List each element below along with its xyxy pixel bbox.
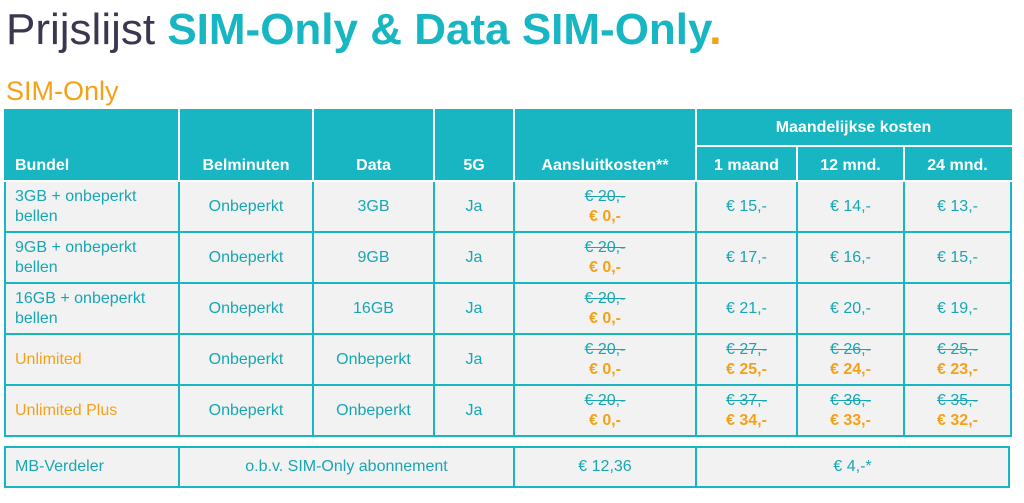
price-1-maand: € 27,- € 25,- [695, 333, 798, 386]
old-price: € 26,- [830, 340, 871, 358]
belminuten-cell: Onbeperkt [178, 282, 314, 335]
table-header-row: Bundel Belminuten Data 5G Aansluitkosten… [4, 109, 1013, 182]
belminuten-cell: Onbeperkt [178, 231, 314, 284]
page-title-dot: . [709, 5, 722, 54]
new-price: € 0,- [588, 411, 621, 429]
old-price: € 20,- [584, 391, 626, 409]
mb-verdeler-name: MB-Verdeler [15, 458, 104, 475]
new-price: € 34,- [726, 411, 767, 429]
bundel-name: 9GB + onbeperkt bellen [4, 231, 180, 284]
5g-cell: Ja [433, 231, 515, 284]
old-price: € 20,- [584, 187, 626, 205]
old-price: € 25,- [937, 340, 978, 358]
new-price: € 25,- [726, 360, 767, 378]
price-1-maand: € 21,- [695, 282, 798, 335]
col-header-5g: 5G [433, 109, 515, 182]
mb-verdeler-divider [513, 448, 515, 486]
table-row: 16GB + onbeperkt bellen Onbeperkt 16GB J… [4, 282, 1013, 335]
belminuten-cell: Onbeperkt [178, 180, 314, 233]
price-1-maand: € 37,- € 34,- [695, 384, 798, 437]
price-24-mnd: € 15,- [902, 231, 1013, 284]
new-price: € 24,- [830, 360, 871, 378]
col-group-header-maandelijkse-kosten: Maandelijkse kosten [694, 109, 1013, 147]
new-price: € 0,- [588, 360, 621, 378]
col-header-bundel: Bundel [4, 109, 180, 182]
old-price: € 20,- [584, 238, 626, 256]
mb-verdeler-row: MB-Verdeler o.b.v. SIM-Only abonnement €… [4, 446, 1010, 488]
new-price: € 32,- [937, 411, 978, 429]
data-cell: 9GB [312, 231, 435, 284]
new-price: € 0,- [588, 207, 621, 225]
price-12-mnd: € 16,- [796, 231, 905, 284]
mb-verdeler-monthly: € 4,-* [833, 458, 872, 475]
mb-verdeler-divider [178, 448, 180, 486]
price-12-mnd: € 36,- € 33,- [796, 384, 905, 437]
page-title-brand: SIM-Only & Data SIM-Only [167, 5, 710, 54]
bundel-name: 3GB + onbeperkt bellen [4, 180, 180, 233]
price-table: Bundel Belminuten Data 5G Aansluitkosten… [4, 109, 1013, 437]
data-cell: 16GB [312, 282, 435, 335]
table-row: 9GB + onbeperkt bellen Onbeperkt 9GB Ja … [4, 231, 1013, 284]
table-row: 3GB + onbeperkt bellen Onbeperkt 3GB Ja … [4, 180, 1013, 233]
price-24-mnd: € 25,- € 23,- [902, 333, 1013, 386]
old-price: € 35,- [937, 391, 978, 409]
belminuten-cell: Onbeperkt [178, 333, 314, 386]
aansluitkosten-cell: € 20,- € 0,- [513, 333, 697, 386]
old-price: € 37,- [726, 391, 767, 409]
aansluitkosten-cell: € 20,- € 0,- [513, 384, 697, 437]
col-header-24-mnd: 24 mnd. [902, 145, 1013, 182]
page-title-prefix: Prijslijst [6, 5, 168, 54]
mb-verdeler-description: o.b.v. SIM-Only abonnement [245, 458, 448, 475]
new-price: € 33,- [830, 411, 871, 429]
data-cell: Onbeperkt [312, 384, 435, 437]
price-12-mnd: € 26,- € 24,- [796, 333, 905, 386]
page-title: Prijslijst SIM-Only & Data SIM-Only. [6, 2, 721, 58]
5g-cell: Ja [433, 333, 515, 386]
data-cell: 3GB [312, 180, 435, 233]
old-price: € 20,- [584, 340, 626, 358]
aansluitkosten-cell: € 20,- € 0,- [513, 180, 697, 233]
new-price: € 23,- [937, 360, 978, 378]
bundel-name: 16GB + onbeperkt bellen [4, 282, 180, 335]
price-24-mnd: € 13,- [902, 180, 1013, 233]
bundel-name: Unlimited [4, 333, 180, 386]
mb-verdeler-divider [695, 448, 697, 486]
new-price: € 0,- [588, 309, 621, 327]
price-24-mnd: € 35,- € 32,- [902, 384, 1013, 437]
table-row: Unlimited Onbeperkt Onbeperkt Ja € 20,- €… [4, 333, 1013, 386]
table-row: Unlimited Plus Onbeperkt Onbeperkt Ja € … [4, 384, 1013, 437]
old-price: € 36,- [830, 391, 871, 409]
section-title: SIM-Only [6, 76, 119, 106]
price-12-mnd: € 20,- [796, 282, 905, 335]
col-header-belminuten: Belminuten [178, 109, 314, 182]
price-1-maand: € 15,- [695, 180, 798, 233]
new-price: € 0,- [588, 258, 621, 276]
5g-cell: Ja [433, 384, 515, 437]
col-header-1-maand: 1 maand [695, 145, 798, 182]
col-header-12-mnd: 12 mnd. [796, 145, 905, 182]
price-12-mnd: € 14,- [796, 180, 905, 233]
5g-cell: Ja [433, 282, 515, 335]
old-price: € 20,- [584, 289, 626, 307]
price-1-maand: € 17,- [695, 231, 798, 284]
col-header-aansluitkosten: Aansluitkosten** [513, 109, 697, 182]
5g-cell: Ja [433, 180, 515, 233]
aansluitkosten-cell: € 20,- € 0,- [513, 231, 697, 284]
old-price: € 27,- [726, 340, 767, 358]
bundel-name: Unlimited Plus [4, 384, 180, 437]
mb-verdeler-aansluitkosten: € 12,36 [578, 458, 632, 475]
belminuten-cell: Onbeperkt [178, 384, 314, 437]
table-subheader-row: 1 maand 12 mnd. 24 mnd. [5, 145, 1013, 182]
col-header-data: Data [312, 109, 435, 182]
data-cell: Onbeperkt [312, 333, 435, 386]
price-24-mnd: € 19,- [902, 282, 1013, 335]
aansluitkosten-cell: € 20,- € 0,- [513, 282, 697, 335]
